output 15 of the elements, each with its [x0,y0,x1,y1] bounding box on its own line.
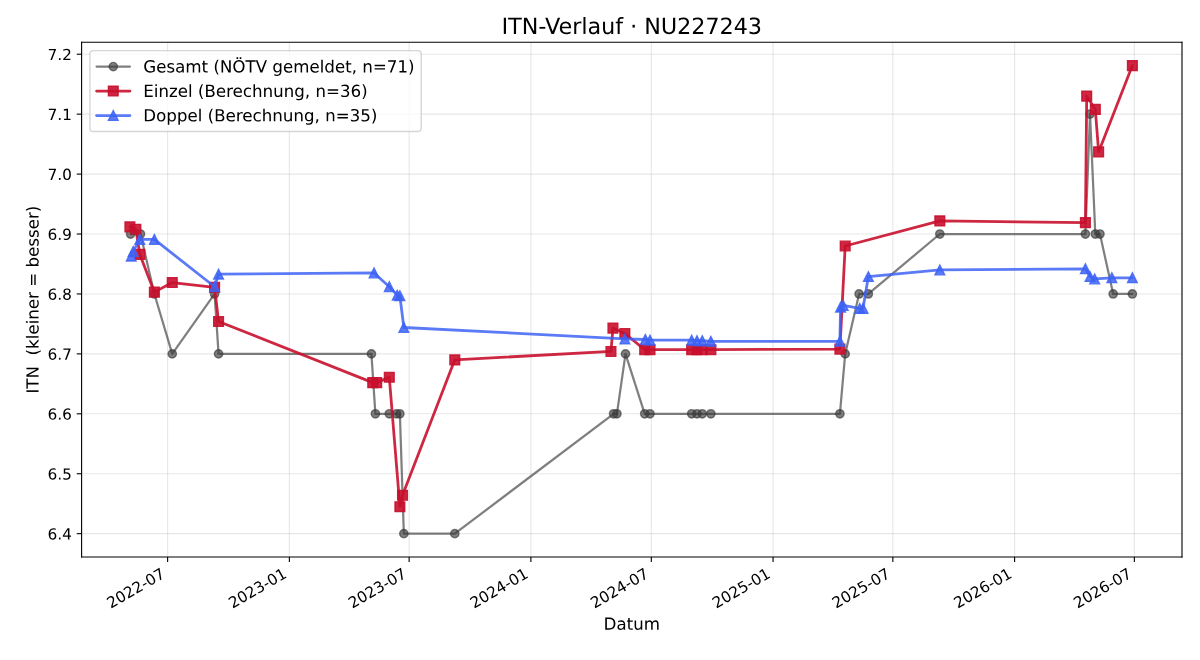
y-tick-label: 7.1 [48,108,71,120]
y-tick-label: 6.4 [48,528,72,540]
x-axis-title: Datum [605,617,659,630]
y-tick-label: 6.8 [48,288,71,300]
y-tick-label: 6.9 [48,228,71,241]
legend-label: Einzel (Berechnung, n=36) [144,84,367,101]
legend-label: Gesamt (NÖTV gemeldet, n=71) [144,57,414,76]
y-tick-label: 7.2 [48,48,71,61]
y-tick-label: 6.7 [48,348,71,360]
y-tick-label: 6.6 [48,408,71,420]
chart-title: ITN-Verlauf · NU227243 [503,17,761,35]
y-tick-label: 6.5 [48,468,71,480]
legend-label: Doppel (Berechnung, n=35) [144,108,376,125]
y-axis-title: ITN (kleiner = besser) [25,207,41,392]
y-tick-label: 7.0 [48,168,71,181]
